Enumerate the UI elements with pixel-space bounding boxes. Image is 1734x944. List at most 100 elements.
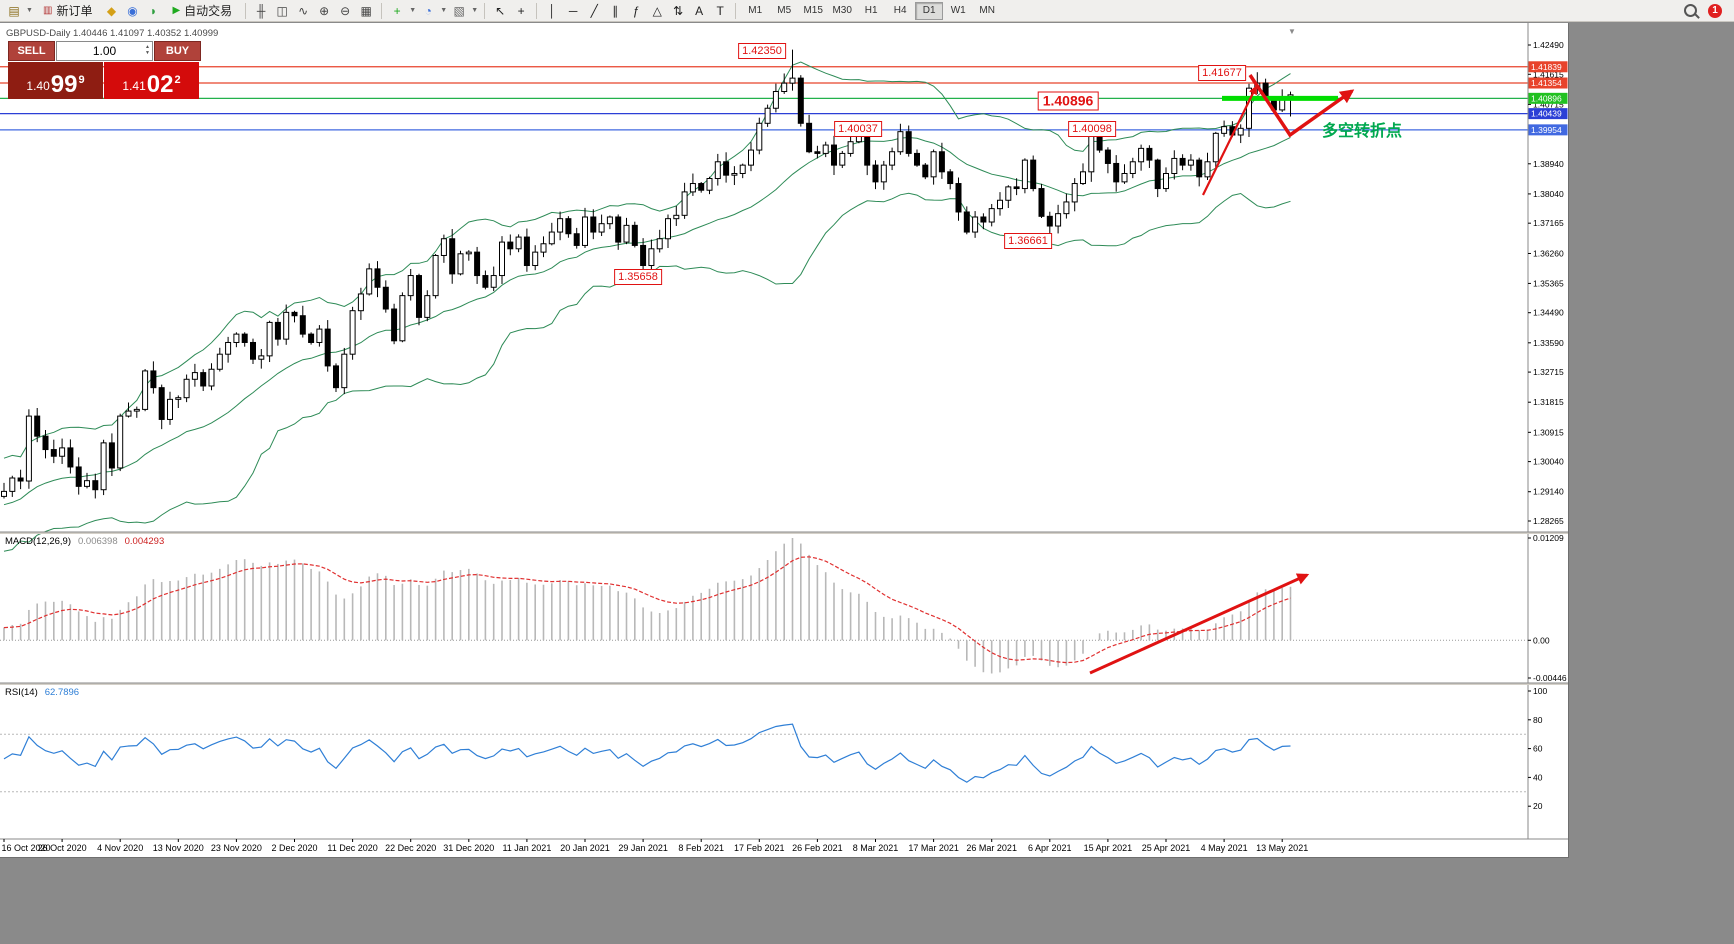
- sell-button[interactable]: SELL: [8, 41, 55, 61]
- sell-price[interactable]: 1.40 99 9: [8, 62, 103, 99]
- candlestick-chart-icon[interactable]: ◫: [276, 3, 288, 18]
- timeframe-m5[interactable]: M5: [777, 5, 792, 16]
- candles[interactable]: [1, 49, 1294, 499]
- date-label: 29 Jan 2021: [618, 843, 668, 853]
- price-annotation[interactable]: 1.36661: [1004, 233, 1052, 249]
- volume-stepper[interactable]: 1.00 ▲ ▼: [56, 41, 153, 61]
- toolbar-separator: [735, 2, 737, 19]
- date-label: 17 Feb 2021: [734, 843, 785, 853]
- timeframe-h1[interactable]: H1: [864, 5, 878, 16]
- buy-price-sup: 2: [174, 74, 181, 86]
- date-label: 15 Apr 2021: [1083, 843, 1133, 853]
- svg-text:1.32715: 1.32715: [1533, 367, 1564, 377]
- periods-icon[interactable]: ◔: [424, 3, 432, 18]
- chart-quick-nav-icon[interactable]: ▼: [1288, 27, 1296, 36]
- date-label: 11 Jan 2021: [502, 843, 552, 853]
- indicators-dropdown[interactable]: ▼: [409, 7, 417, 14]
- svg-text:80: 80: [1533, 715, 1543, 725]
- pan-sep-2[interactable]: [0, 683, 1568, 685]
- mql5-icon[interactable]: ◆: [106, 3, 117, 18]
- buy-price[interactable]: 1.41 02 2: [104, 62, 199, 99]
- date-label: 26 Mar 2021: [966, 843, 1017, 853]
- periods-dropdown[interactable]: ▼: [440, 7, 448, 14]
- date-label: 23 Nov 2020: [210, 843, 262, 853]
- svg-text:1.38940: 1.38940: [1533, 159, 1564, 169]
- date-label: 26 Oct 2020: [37, 843, 87, 853]
- label-icon[interactable]: T: [716, 3, 724, 18]
- price-annotation[interactable]: 1.40896: [1037, 91, 1099, 111]
- price-tag: [1528, 61, 1568, 73]
- new-chart-icon[interactable]: ▤: [8, 3, 20, 18]
- vertical-line-icon[interactable]: │: [548, 3, 556, 18]
- autotrading-button[interactable]: ▶ 自动交易: [164, 1, 240, 21]
- rally-arrow[interactable]: [1202, 85, 1257, 196]
- new-order-button[interactable]: ▥ 新订单: [35, 1, 100, 21]
- rsi-label: RSI(14): [5, 687, 38, 698]
- timeframe-d1[interactable]: D1: [915, 1, 944, 20]
- templates-dropdown[interactable]: ▼: [471, 7, 479, 14]
- buy-price-prefix: 1.41: [122, 79, 146, 93]
- new-order-button-label: 新订单: [56, 4, 93, 18]
- svg-text:20: 20: [1533, 801, 1543, 811]
- price-annotation[interactable]: 1.35658: [614, 269, 662, 285]
- line-chart-icon[interactable]: ∿: [298, 3, 309, 18]
- timeframe-w1[interactable]: W1: [950, 5, 966, 16]
- one-click-trading-panel: SELL 1.00 ▲ ▼ BUY 1.40 99 9 1.41 02 2: [8, 41, 201, 99]
- channel-icon[interactable]: ∥: [612, 3, 619, 18]
- text-icon[interactable]: A: [695, 3, 704, 18]
- arrows-icon[interactable]: ⇅: [673, 3, 684, 18]
- zoom-in-icon[interactable]: ⊕: [319, 3, 330, 18]
- date-label: 13 May 2021: [1256, 843, 1309, 853]
- svg-text:1.39954: 1.39954: [1531, 125, 1562, 135]
- date-label: 16 Oct 2020: [1, 843, 51, 853]
- svg-text:1.36260: 1.36260: [1533, 248, 1564, 258]
- toolbar-separator: [245, 2, 247, 19]
- shapes-icon[interactable]: △: [652, 3, 662, 18]
- timeframe-m30[interactable]: M30: [832, 5, 852, 16]
- notification-badge[interactable]: 1: [1708, 3, 1722, 18]
- timeframe-m1[interactable]: M1: [748, 5, 763, 16]
- price-chart[interactable]: 1.42490 1.41615 1.40715 1.38940 1.38040 1.371…: [0, 23, 1568, 857]
- price-annotation[interactable]: 1.40098: [1068, 121, 1116, 137]
- tile-windows-icon[interactable]: ▦: [360, 3, 372, 18]
- macd-trend-arrow[interactable]: [1089, 573, 1310, 675]
- fibonacci-icon[interactable]: ƒ: [632, 3, 640, 18]
- svg-text:0.00: 0.00: [1533, 635, 1550, 645]
- timeframe-m15[interactable]: M15: [803, 5, 823, 16]
- templates-icon[interactable]: ▧: [453, 3, 465, 18]
- svg-text:1.40715: 1.40715: [1533, 99, 1564, 109]
- timeframe-mn[interactable]: MN: [979, 5, 995, 16]
- svg-text:40: 40: [1533, 772, 1543, 782]
- bar-chart-icon[interactable]: ╫: [256, 3, 266, 18]
- horizontal-lines[interactable]: [0, 66, 1528, 131]
- macd-signal-value: 0.004293: [124, 536, 165, 547]
- price-annotation[interactable]: 1.41677: [1198, 65, 1246, 81]
- toolbar-separator: [536, 2, 538, 19]
- pan-sep-1[interactable]: [0, 532, 1568, 534]
- svg-text:1.41354: 1.41354: [1531, 78, 1562, 88]
- search-icon[interactable]: [1684, 4, 1697, 17]
- new-chart-dropdown[interactable]: ▼: [26, 7, 33, 14]
- macd-main-value: 0.006398: [78, 536, 118, 547]
- price-annotation[interactable]: 1.42350: [738, 43, 786, 59]
- timeframe-h4[interactable]: H4: [893, 5, 907, 16]
- crosshair-icon[interactable]: +: [517, 3, 525, 18]
- chart-window[interactable]: 1.42490 1.41615 1.40715 1.38940 1.38040 1.371…: [0, 23, 1569, 858]
- trendline-icon[interactable]: ╱: [590, 3, 598, 18]
- cursor-icon[interactable]: ↖: [495, 3, 506, 18]
- chart-note-text[interactable]: 多空转折点: [1322, 123, 1403, 140]
- horizontal-line-icon[interactable]: ─: [568, 3, 578, 18]
- svg-text:1.35365: 1.35365: [1533, 278, 1564, 288]
- volume-spinner-icons[interactable]: ▲ ▼: [145, 44, 150, 56]
- zigzag-arrow[interactable]: [1248, 74, 1355, 138]
- buy-button[interactable]: BUY: [154, 41, 201, 61]
- price-tag: [1528, 124, 1568, 136]
- zoom-out-icon[interactable]: ⊖: [340, 3, 351, 18]
- price-annotation[interactable]: 1.40037: [834, 121, 882, 137]
- volume-value[interactable]: 1.00: [92, 44, 117, 58]
- community-icon[interactable]: ◉: [127, 3, 138, 18]
- market-icon[interactable]: ◗: [149, 3, 158, 18]
- svg-text:1.42490: 1.42490: [1533, 40, 1564, 50]
- indicators-icon[interactable]: +: [393, 3, 401, 18]
